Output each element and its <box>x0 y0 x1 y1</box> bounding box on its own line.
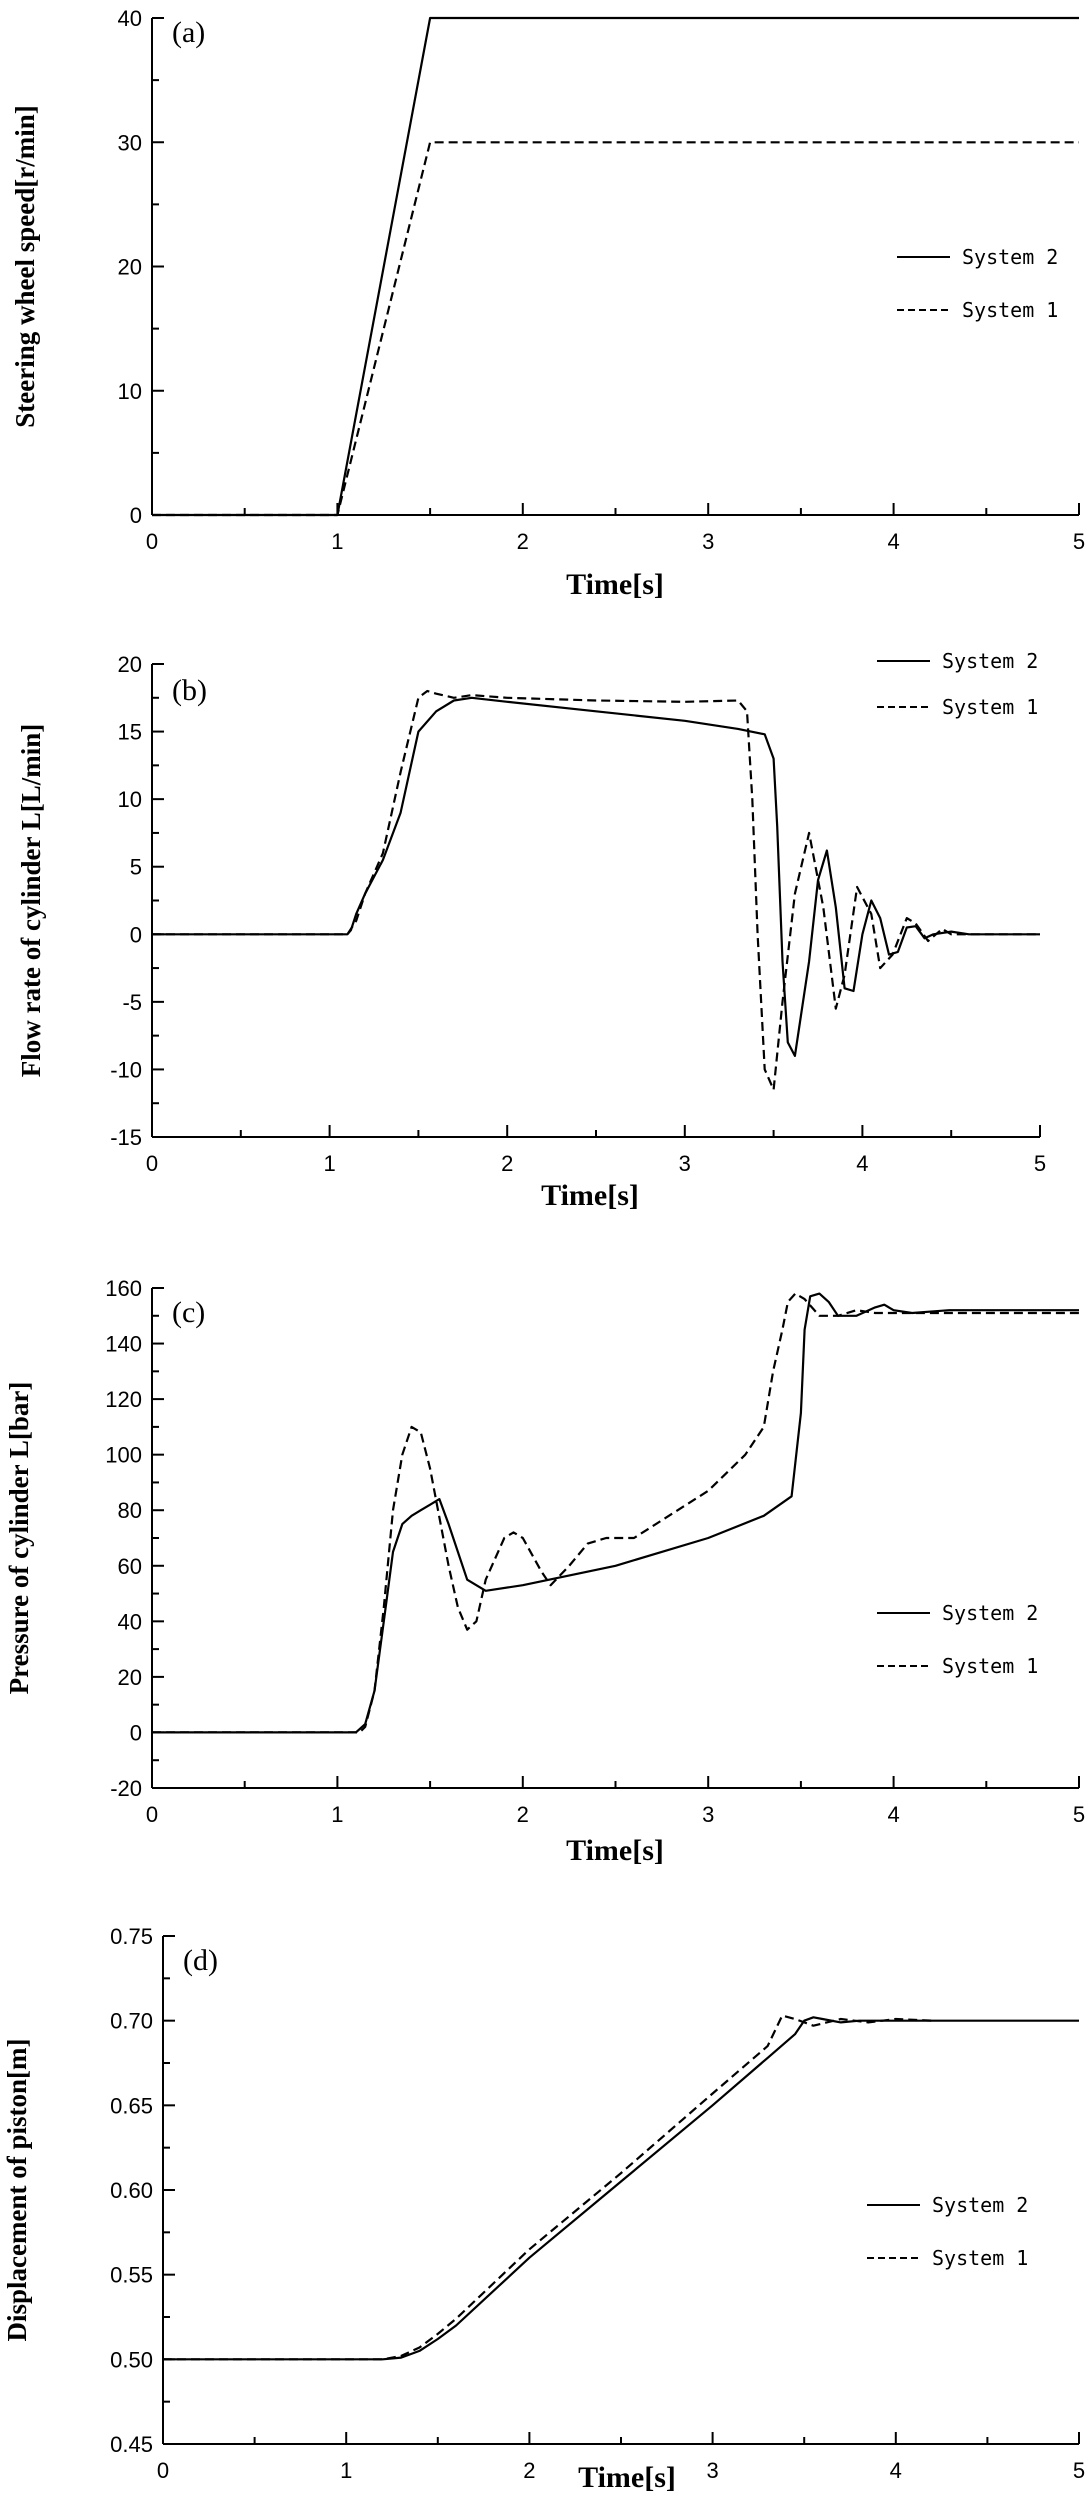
x-tick-label: 4 <box>856 1151 868 1176</box>
y-tick-label: 10 <box>118 379 142 404</box>
y-tick-label: 120 <box>105 1387 142 1412</box>
x-tick-label: 0 <box>146 1151 158 1176</box>
legend-label: System 2 <box>932 2193 1028 2217</box>
x-tick-label: 5 <box>1073 1802 1085 1827</box>
y-tick-label: -5 <box>122 990 142 1015</box>
x-tick-label: 3 <box>702 1802 714 1827</box>
x-tick-label: 5 <box>1034 1151 1046 1176</box>
x-tick-label: 2 <box>523 2458 535 2483</box>
panel-label: (a) <box>172 16 205 49</box>
series-line-system-1 <box>163 2014 933 2361</box>
y-tick-label: 20 <box>118 255 142 280</box>
y-tick-label: 10 <box>118 787 142 812</box>
legend-label: System 2 <box>942 649 1038 673</box>
y-axis-title: Displacement of piston[m] <box>2 2039 32 2342</box>
series-line-system-1 <box>152 141 1079 517</box>
chart-panel-3: 0 1 2 3 4 5-20020406080100120140160Time[s]Pre… <box>4 1276 1085 1867</box>
legend-label: System 1 <box>942 695 1038 719</box>
y-tick-label: 0.75 <box>110 1924 153 1949</box>
x-tick-label: 1 <box>340 2458 352 2483</box>
y-tick-label: 40 <box>118 6 142 31</box>
legend-label: System 2 <box>942 1601 1038 1625</box>
legend: System 2 System 1 <box>877 649 1038 719</box>
y-tick-label: 60 <box>118 1554 142 1579</box>
y-axis-title: Steering wheel speed[r/min] <box>10 105 40 427</box>
y-tick-label: 140 <box>105 1332 142 1357</box>
y-tick-label: 5 <box>130 855 142 880</box>
y-tick-label: 0.65 <box>110 2093 153 2118</box>
y-tick-label: 80 <box>118 1498 142 1523</box>
y-tick-label: -20 <box>110 1776 142 1801</box>
legend: System 2 System 1 <box>867 2193 1028 2270</box>
x-tick-label: 3 <box>702 529 714 554</box>
y-tick-label: 15 <box>118 720 142 745</box>
x-tick-label: 4 <box>890 2458 902 2483</box>
x-tick-label: 3 <box>679 1151 691 1176</box>
x-tick-label: 3 <box>706 2458 718 2483</box>
series-line-system-1 <box>152 689 1040 1091</box>
x-tick-label: 1 <box>323 1151 335 1176</box>
x-tick-label: 0 <box>157 2458 169 2483</box>
y-tick-label: 160 <box>105 1276 142 1301</box>
y-tick-label: -15 <box>110 1125 142 1150</box>
legend: System 2 System 1 <box>877 1601 1038 1678</box>
x-tick-label: 5 <box>1073 529 1085 554</box>
y-tick-label: 20 <box>118 1665 142 1690</box>
legend-label: System 1 <box>962 298 1058 322</box>
y-tick-label: 0.55 <box>110 2263 153 2288</box>
x-tick-label: 0 <box>146 529 158 554</box>
legend: System 2 System 1 <box>897 245 1058 322</box>
series-line-system-2 <box>163 2016 1079 2361</box>
y-tick-label: 0 <box>130 922 142 947</box>
x-tick-label: 1 <box>331 529 343 554</box>
chart-panel-4: 0 1 2 3 4 5 0.45 0.50 0.55 0.60 0.65 0.70 0.75 Time[s… <box>2 1924 1085 2494</box>
x-tick-label: 5 <box>1073 2458 1085 2483</box>
y-tick-label: 0.45 <box>110 2432 153 2457</box>
y-axis-title: Pressure of cylinder L[bar] <box>4 1382 34 1695</box>
panel-label: (b) <box>172 674 207 707</box>
chart-panel-1: 0 1 2 3 4 5 0 10 20 30 40 Time[s] Steering wheel spe… <box>10 6 1085 601</box>
y-tick-label: 40 <box>118 1609 142 1634</box>
panel-label: (d) <box>183 1944 218 1977</box>
series-line-system-2 <box>152 16 1079 517</box>
legend-label: System 1 <box>942 1654 1038 1678</box>
y-tick-label: -10 <box>110 1057 142 1082</box>
x-tick-label: 0 <box>146 1802 158 1827</box>
y-tick-label: 0 <box>130 1720 142 1745</box>
x-tick-label: 2 <box>501 1151 513 1176</box>
x-tick-label: 4 <box>887 1802 899 1827</box>
x-tick-label: 2 <box>517 529 529 554</box>
series-line-system-2 <box>152 696 1040 1058</box>
y-tick-label: 0.50 <box>110 2347 153 2372</box>
x-tick-label: 2 <box>517 1802 529 1827</box>
y-tick-label: 30 <box>118 130 142 155</box>
y-tick-label: 20 <box>118 652 142 677</box>
x-tick-label: 1 <box>331 1802 343 1827</box>
legend-label: System 2 <box>962 245 1058 269</box>
x-axis-title: Time[s] <box>578 2461 676 2494</box>
y-tick-label: 100 <box>105 1443 142 1468</box>
panel-label: (c) <box>172 1296 205 1329</box>
y-tick-label: 0 <box>130 503 142 528</box>
legend-label: System 1 <box>932 2246 1028 2270</box>
y-axis-title: Flow rate of cylinder L[L/min] <box>16 724 46 1077</box>
series-line-system-1 <box>152 1292 1079 1734</box>
series-line-system-2 <box>152 1292 1079 1734</box>
x-axis-title: Time[s] <box>566 1834 664 1867</box>
chart-panel-2: 0 1 2 3 4 5 -15 -10 -5 0 5 10 15 20 Time[s] Flow rate o… <box>16 649 1046 1212</box>
y-tick-label: 0.70 <box>110 2009 153 2034</box>
y-tick-label: 0.60 <box>110 2178 153 2203</box>
x-axis-title: Time[s] <box>541 1179 639 1212</box>
x-axis-title: Time[s] <box>566 568 664 601</box>
x-tick-label: 4 <box>887 529 899 554</box>
